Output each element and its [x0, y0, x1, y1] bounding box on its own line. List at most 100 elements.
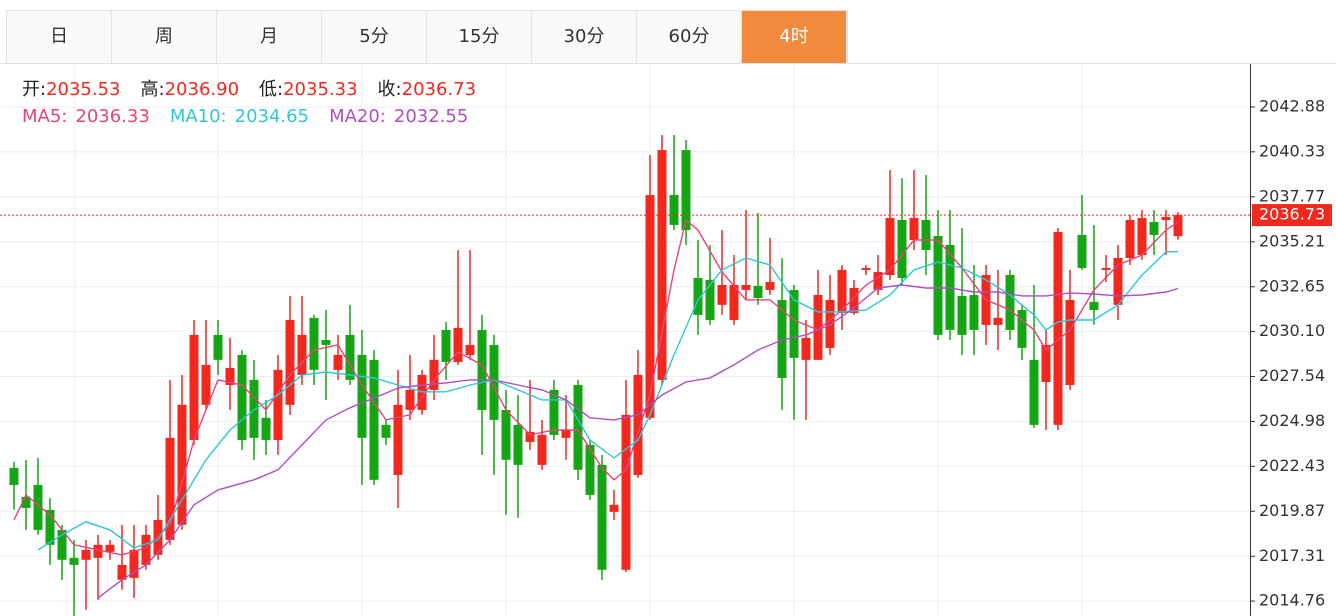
period-tab[interactable]: 月 [217, 11, 322, 63]
ma-legend-label: MA5: [22, 106, 68, 127]
candle-body [633, 374, 643, 475]
period-tabs: 日周月 5分 15分 30分 60分 4时 [6, 10, 848, 64]
candle-body [741, 285, 751, 290]
candle-body [657, 150, 667, 380]
last-price-tag [1252, 204, 1332, 227]
candle-body [285, 319, 295, 405]
candle-body [765, 282, 775, 290]
ma-line [97, 284, 1179, 599]
candle-body [1041, 344, 1051, 382]
candle-body [309, 317, 319, 370]
info-value: 2036.73 [401, 79, 477, 100]
candle-body [9, 467, 19, 485]
candle-body [393, 404, 403, 475]
info-panel: 开:2035.53 高:2036.90 低:2035.33 收:2036.73 MA5… [22, 76, 496, 130]
y-tick-label: 2032.65 [1259, 276, 1325, 295]
period-tab[interactable]: 30分 [532, 11, 637, 63]
candle-body [525, 431, 535, 442]
last-price-label: 2036.73 [1259, 205, 1325, 224]
ma-legend-label: MA10: [169, 106, 227, 127]
info-label: 低: [259, 79, 284, 100]
candle-body [909, 217, 919, 241]
y-tick-label: 2019.87 [1259, 501, 1325, 520]
candle-body [1065, 299, 1075, 385]
candle-body [93, 544, 103, 558]
candle-body [789, 289, 799, 358]
candle-body [441, 329, 451, 362]
candle-body [381, 424, 391, 438]
candle-body [465, 344, 475, 355]
candle-body [501, 409, 511, 460]
candle-body [561, 429, 571, 438]
candle-body [885, 217, 895, 275]
candle-body [873, 272, 883, 290]
ohlc-row: 开:2035.53 高:2036.90 低:2035.33 收:2036.73 [22, 76, 496, 103]
candle-body [21, 496, 31, 508]
period-tab[interactable]: 4时 [742, 11, 847, 63]
candle-body [297, 334, 307, 375]
candle-body [669, 195, 679, 225]
info-value: 2036.90 [164, 79, 240, 100]
candle-body [201, 364, 211, 405]
candle-body [513, 424, 523, 465]
y-tick-label: 2040.33 [1259, 141, 1325, 160]
y-tick-label: 2030.10 [1259, 321, 1325, 340]
candle-body [705, 279, 715, 320]
period-tab[interactable]: 周 [112, 11, 217, 63]
candle-body [729, 285, 739, 320]
candle-body [477, 329, 487, 410]
candle-body [537, 434, 547, 465]
candle-body [921, 220, 931, 251]
candle-body [1089, 301, 1099, 310]
candle-body [453, 327, 463, 362]
candle-body [1005, 274, 1015, 330]
candle-body [57, 529, 67, 560]
info-label: 收: [377, 79, 402, 100]
info-label: 高: [140, 79, 165, 100]
candle-body [813, 295, 823, 360]
candle-body [801, 337, 811, 360]
candle-body [933, 235, 943, 335]
candle-body [1101, 267, 1111, 270]
candle-body [153, 519, 163, 555]
info-label: 开: [22, 79, 47, 100]
y-tick-label: 2022.43 [1259, 456, 1325, 475]
candle-body [177, 404, 187, 525]
candle-body [849, 287, 859, 313]
period-tab[interactable]: 60分 [637, 11, 742, 63]
candle-body [861, 267, 871, 270]
y-tick-label: 2017.31 [1259, 546, 1325, 565]
candle-body [237, 354, 247, 440]
y-tick-label: 2037.77 [1259, 186, 1325, 205]
candle-body [1173, 215, 1183, 237]
period-tab[interactable]: 5分 [322, 11, 427, 63]
candle-body [969, 295, 979, 330]
candle-body [105, 544, 115, 552]
candle-body [33, 484, 43, 530]
candle-body [489, 344, 499, 420]
candle-body [429, 359, 439, 390]
candle-body [1053, 231, 1063, 425]
candle-body [1125, 220, 1135, 258]
ma-line [13, 218, 1179, 556]
y-tick-label: 2035.21 [1259, 231, 1325, 250]
period-tab[interactable]: 日 [7, 11, 112, 63]
candle-body [1029, 359, 1039, 425]
candle-body [957, 295, 967, 335]
candle-body [1161, 217, 1171, 221]
candle-body [333, 354, 343, 370]
ma-legend-value: 2036.33 [75, 106, 150, 127]
candle-body [753, 285, 763, 299]
candle-body [1137, 217, 1147, 255]
candle-body [597, 464, 607, 570]
ma-legend-label: MA20: [329, 106, 386, 127]
info-value: 2035.53 [46, 79, 121, 100]
candle-body [165, 437, 175, 540]
y-tick-label: 2014.76 [1259, 591, 1325, 610]
y-tick-label: 2042.88 [1259, 97, 1325, 116]
candle-body [273, 369, 283, 440]
ma-legend-value: 2034.65 [234, 106, 310, 127]
period-tab[interactable]: 15分 [427, 11, 532, 63]
candle-body [837, 269, 847, 313]
